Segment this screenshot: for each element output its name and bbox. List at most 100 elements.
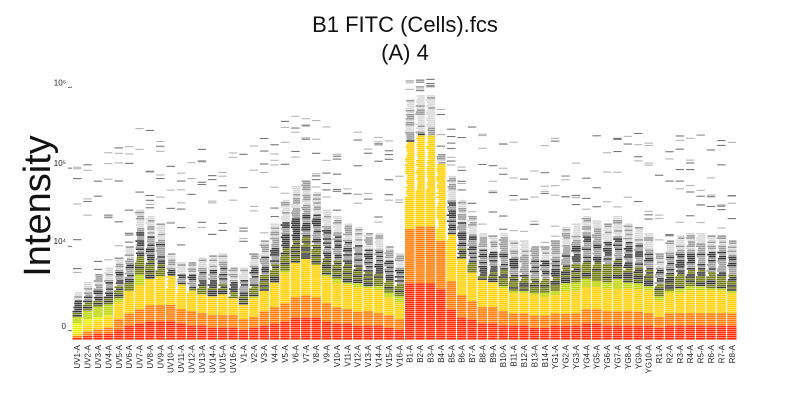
density-cell bbox=[364, 241, 373, 243]
density-cell bbox=[500, 268, 508, 270]
density-cell bbox=[342, 250, 353, 252]
density-cell bbox=[261, 256, 269, 259]
density-cell bbox=[540, 268, 550, 271]
density-cell bbox=[446, 250, 456, 253]
density-cell bbox=[292, 198, 301, 200]
outlier-mark bbox=[104, 163, 113, 165]
outlier-mark bbox=[239, 237, 248, 240]
outlier-mark bbox=[332, 153, 342, 155]
density-cell bbox=[448, 230, 456, 233]
density-cell bbox=[665, 258, 675, 261]
density-cell bbox=[426, 135, 436, 138]
density-cell bbox=[581, 329, 592, 332]
outlier-mark bbox=[447, 142, 456, 144]
density-cell bbox=[103, 306, 114, 309]
density-cell bbox=[406, 138, 415, 140]
density-cell bbox=[612, 327, 623, 330]
density-cell bbox=[425, 283, 436, 285]
outlier-mark bbox=[613, 150, 622, 153]
density-cell bbox=[311, 305, 321, 308]
density-cell bbox=[302, 216, 311, 219]
density-cell bbox=[311, 327, 321, 330]
density-cell bbox=[406, 109, 415, 112]
density-cell bbox=[685, 313, 695, 315]
density-cell bbox=[624, 235, 633, 238]
density-cell bbox=[134, 319, 145, 322]
density-cell bbox=[145, 333, 155, 336]
density-cell bbox=[542, 252, 550, 254]
density-cell bbox=[95, 276, 103, 278]
density-cell bbox=[311, 267, 321, 269]
density-cell bbox=[456, 295, 467, 297]
density-cell bbox=[384, 333, 394, 336]
density-cell bbox=[529, 287, 540, 289]
outlier-mark bbox=[530, 196, 539, 198]
density-cell bbox=[301, 293, 311, 296]
density-cell bbox=[405, 309, 415, 312]
density-cell bbox=[84, 298, 93, 301]
density-cell bbox=[571, 299, 581, 301]
density-cell bbox=[301, 299, 311, 302]
density-cell bbox=[593, 228, 602, 230]
density-cell bbox=[134, 268, 145, 271]
density-cell bbox=[529, 305, 540, 307]
outlier-mark bbox=[270, 164, 279, 166]
density-cell bbox=[82, 323, 93, 326]
density-cell bbox=[456, 293, 467, 295]
density-cell bbox=[176, 270, 186, 272]
density-cell bbox=[643, 303, 654, 305]
x-tick-label: R6-A bbox=[707, 344, 716, 363]
density-cell bbox=[134, 313, 145, 316]
x-tick-label: UV8-A bbox=[146, 344, 155, 368]
density-cell bbox=[426, 111, 436, 113]
density-cell bbox=[531, 246, 540, 248]
density-cell bbox=[509, 244, 519, 247]
density-cell bbox=[509, 279, 519, 281]
density-cell bbox=[456, 305, 467, 308]
density-cell bbox=[727, 289, 737, 291]
density-cell bbox=[155, 295, 166, 297]
density-cell bbox=[448, 228, 456, 231]
density-cell bbox=[134, 299, 145, 301]
density-cell bbox=[269, 305, 280, 307]
density-cell bbox=[269, 321, 280, 324]
density-cell bbox=[623, 248, 633, 250]
density-cell bbox=[415, 163, 425, 166]
density-cell bbox=[456, 289, 467, 291]
density-cell bbox=[155, 241, 166, 244]
density-cell bbox=[428, 143, 436, 146]
density-cell bbox=[166, 284, 176, 286]
density-cell bbox=[342, 293, 353, 295]
density-cell bbox=[219, 280, 228, 282]
density-cell bbox=[623, 301, 633, 303]
density-cell bbox=[407, 194, 415, 197]
category-column-uv16-a bbox=[228, 152, 238, 340]
density-cell bbox=[602, 282, 612, 285]
density-cell bbox=[415, 279, 425, 281]
density-cell bbox=[655, 273, 664, 276]
density-cell bbox=[354, 259, 363, 261]
density-cell bbox=[519, 283, 529, 285]
density-cell bbox=[425, 250, 436, 253]
outlier-mark bbox=[654, 239, 664, 241]
density-cell bbox=[353, 325, 363, 328]
density-cell bbox=[334, 258, 342, 261]
density-cell bbox=[613, 236, 623, 238]
density-cell bbox=[186, 335, 197, 338]
density-cell bbox=[207, 294, 217, 297]
density-cell bbox=[594, 254, 602, 257]
density-cell bbox=[707, 235, 716, 237]
density-cell bbox=[540, 309, 550, 312]
density-cell bbox=[93, 315, 103, 317]
density-cell bbox=[137, 250, 145, 253]
density-cell bbox=[405, 273, 415, 276]
density-cell bbox=[446, 248, 456, 251]
density-cell bbox=[365, 257, 373, 260]
density-cell bbox=[290, 269, 301, 271]
density-cell bbox=[612, 333, 623, 336]
density-cell bbox=[405, 231, 415, 233]
density-cell bbox=[373, 309, 384, 311]
density-cell bbox=[311, 315, 321, 318]
outlier-mark bbox=[675, 139, 685, 141]
density-cell bbox=[477, 300, 488, 303]
